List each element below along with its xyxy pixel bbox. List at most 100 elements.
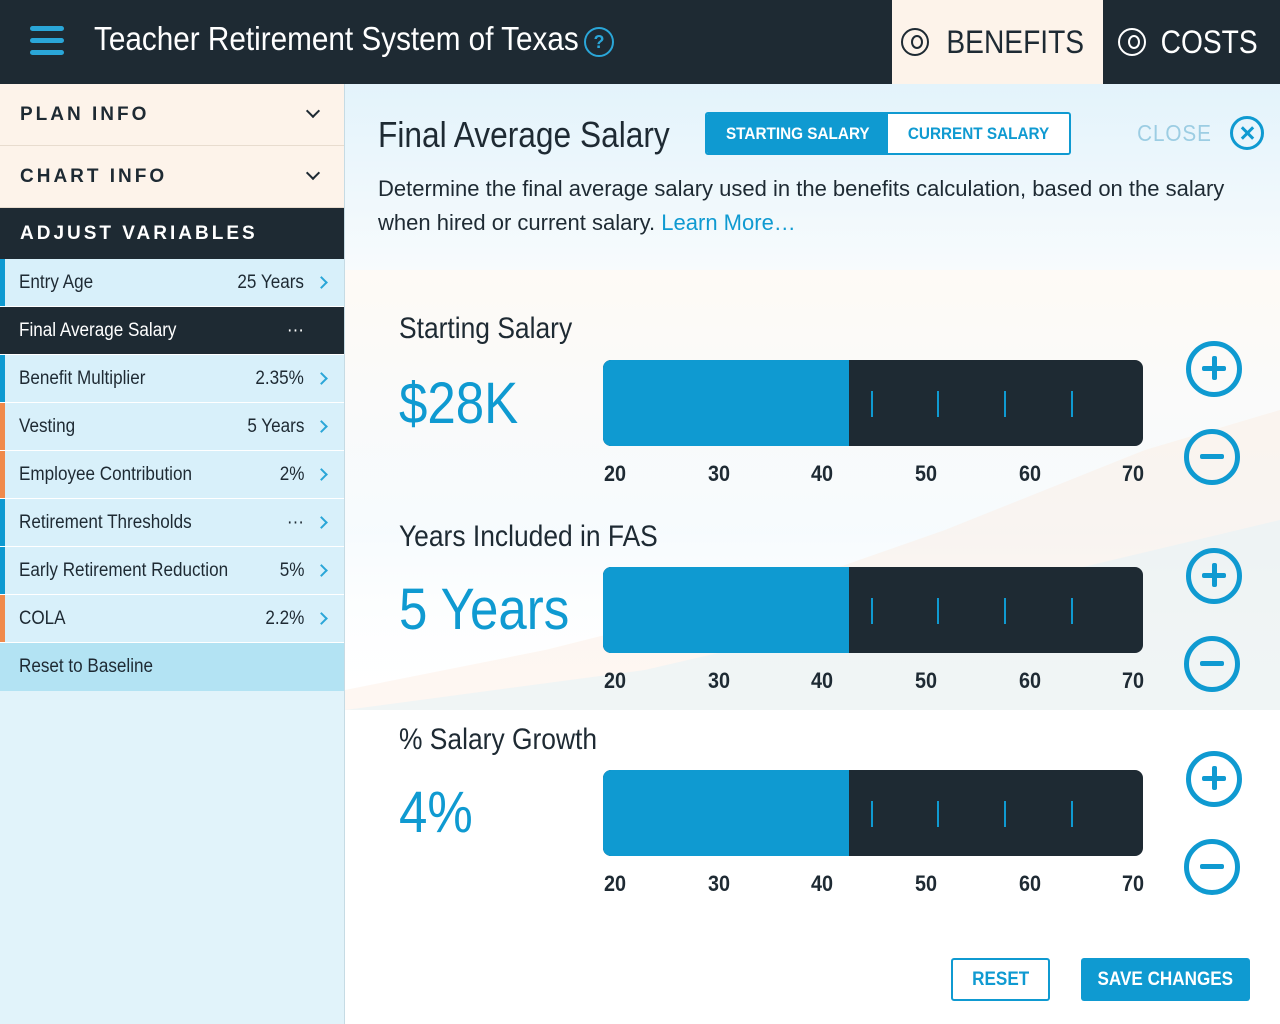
chevron-right-icon bbox=[315, 468, 328, 481]
scale-label: 70 bbox=[1121, 871, 1145, 896]
decrease-starting-salary-button[interactable] bbox=[1184, 429, 1240, 485]
tab-benefits[interactable]: BENEFITS bbox=[892, 0, 1103, 84]
sidebar-item-cola[interactable]: COLA 2.2% bbox=[0, 595, 344, 643]
scale-label: 20 bbox=[603, 461, 627, 486]
sidebar-item-final-average-salary[interactable]: Final Average Salary ··· bbox=[0, 307, 344, 355]
slider-salary-growth-track[interactable] bbox=[603, 770, 1143, 856]
scale-label: 60 bbox=[1018, 461, 1042, 486]
decrease-years-included-button[interactable] bbox=[1184, 636, 1240, 692]
tab-benefits-label: BENEFITS bbox=[946, 23, 1085, 60]
learn-more-link[interactable]: Learn More… bbox=[661, 210, 796, 235]
accent-bar bbox=[0, 355, 5, 402]
accent-bar bbox=[0, 259, 5, 306]
sidebar-item-entry-age[interactable]: Entry Age 25 Years bbox=[0, 259, 344, 307]
sidebar-item-label: Retirement Thresholds bbox=[19, 511, 192, 533]
sidebar-item-label: Benefit Multiplier bbox=[19, 367, 146, 389]
slider-starting-salary-value: $28K bbox=[399, 371, 519, 436]
close-icon bbox=[1229, 116, 1264, 150]
slider-tick bbox=[937, 801, 939, 827]
sidebar-item-early-retirement-reduction[interactable]: Early Retirement Reduction 5% bbox=[0, 547, 344, 595]
accent-bar bbox=[0, 403, 5, 450]
scale-label: 20 bbox=[603, 871, 627, 896]
sidebar-item-label: COLA bbox=[19, 607, 66, 629]
scale-label: 70 bbox=[1121, 668, 1145, 693]
chevron-right-icon bbox=[315, 372, 328, 385]
current-salary-tab[interactable]: CURRENT SALARY bbox=[888, 114, 1069, 153]
slider-years-included-track[interactable] bbox=[603, 567, 1143, 653]
tab-costs-label: COSTS bbox=[1160, 23, 1258, 60]
starting-salary-tab[interactable]: STARTING SALARY bbox=[707, 114, 888, 153]
accordion-plan-info-label: PLAN INFO bbox=[20, 103, 150, 125]
slider-fill bbox=[603, 567, 849, 653]
scale-label: 30 bbox=[707, 668, 731, 693]
accent-bar bbox=[0, 499, 5, 546]
sidebar-item-retirement-thresholds[interactable]: Retirement Thresholds ··· bbox=[0, 499, 344, 547]
scale-label: 60 bbox=[1018, 871, 1042, 896]
slider-scale: 20 30 40 50 60 70 bbox=[603, 871, 1151, 897]
scale-label: 20 bbox=[603, 668, 627, 693]
sidebar-item-label: Vesting bbox=[19, 415, 76, 437]
description-text: Determine the final average salary used … bbox=[378, 176, 1225, 235]
increase-starting-salary-button[interactable] bbox=[1186, 341, 1242, 397]
scale-label: 50 bbox=[914, 668, 938, 693]
increase-salary-growth-button[interactable] bbox=[1186, 751, 1242, 807]
person-icon bbox=[901, 28, 930, 56]
current-salary-label: CURRENT SALARY bbox=[907, 123, 1050, 143]
sidebar-item-value: 5% bbox=[279, 560, 304, 581]
sidebar-item-benefit-multiplier[interactable]: Benefit Multiplier 2.35% bbox=[0, 355, 344, 403]
sidebar-item-label: Early Retirement Reduction bbox=[19, 559, 229, 581]
app-header: Teacher Retirement System of Texas ? BEN… bbox=[0, 0, 1280, 84]
scale-label: 50 bbox=[914, 461, 938, 486]
save-changes-button[interactable]: SAVE CHANGES bbox=[1081, 958, 1250, 1001]
starting-salary-label: STARTING SALARY bbox=[725, 123, 870, 143]
scale-label: 30 bbox=[707, 461, 731, 486]
slider-tick bbox=[1071, 598, 1073, 624]
accordion-chart-info-label: CHART INFO bbox=[20, 165, 168, 187]
accent-bar bbox=[0, 451, 5, 498]
scale-label: 40 bbox=[810, 668, 834, 693]
accent-bar bbox=[0, 547, 5, 594]
accent-bar bbox=[0, 595, 5, 642]
sidebar: PLAN INFO CHART INFO ADJUST VARIABLES En… bbox=[0, 84, 345, 1024]
decrease-salary-growth-button[interactable] bbox=[1184, 839, 1240, 895]
chevron-down-icon bbox=[305, 165, 321, 181]
chevron-right-icon bbox=[315, 420, 328, 433]
sidebar-item-employee-contribution[interactable]: Employee Contribution 2% bbox=[0, 451, 344, 499]
chevron-right-icon bbox=[315, 516, 328, 529]
hamburger-menu-icon[interactable] bbox=[30, 26, 64, 56]
slider-tick bbox=[937, 598, 939, 624]
chevron-down-icon bbox=[305, 103, 321, 119]
sidebar-item-value: ··· bbox=[286, 512, 304, 533]
chevron-right-icon bbox=[315, 612, 328, 625]
save-changes-label: SAVE CHANGES bbox=[1097, 968, 1234, 990]
help-icon[interactable]: ? bbox=[584, 27, 614, 57]
slider-scale: 20 30 40 50 60 70 bbox=[603, 668, 1151, 694]
close-button[interactable]: CLOSE bbox=[1133, 116, 1264, 150]
slider-tick bbox=[937, 391, 939, 417]
scale-label: 50 bbox=[914, 871, 938, 896]
sidebar-item-value: 2.2% bbox=[265, 608, 304, 629]
slider-tick bbox=[1071, 801, 1073, 827]
main-panel: Final Average Salary STARTING SALARY CUR… bbox=[345, 84, 1280, 1024]
tab-costs[interactable]: COSTS bbox=[1103, 0, 1280, 84]
slider-tick bbox=[1004, 801, 1006, 827]
scale-label: 60 bbox=[1018, 668, 1042, 693]
salary-type-toggle: STARTING SALARY CURRENT SALARY bbox=[705, 112, 1071, 155]
accordion-plan-info[interactable]: PLAN INFO bbox=[0, 84, 344, 146]
slider-years-included-value: 5 Years bbox=[399, 577, 570, 642]
reset-to-baseline-button[interactable]: Reset to Baseline bbox=[0, 643, 344, 691]
sidebar-item-value: 25 Years bbox=[237, 272, 304, 293]
slider-starting-salary-track[interactable] bbox=[603, 360, 1143, 446]
accordion-chart-info[interactable]: CHART INFO bbox=[0, 146, 344, 208]
reset-button[interactable]: RESET bbox=[951, 958, 1050, 1001]
sidebar-item-value: 5 Years bbox=[246, 416, 304, 437]
sidebar-item-label: Employee Contribution bbox=[19, 463, 192, 485]
adjust-variables-header: ADJUST VARIABLES bbox=[0, 208, 344, 259]
slider-tick bbox=[1004, 598, 1006, 624]
sidebar-item-vesting[interactable]: Vesting 5 Years bbox=[0, 403, 344, 451]
chevron-right-icon bbox=[315, 564, 328, 577]
slider-tick bbox=[871, 801, 873, 827]
slider-tick bbox=[871, 598, 873, 624]
increase-years-included-button[interactable] bbox=[1186, 548, 1242, 604]
reset-to-baseline-label: Reset to Baseline bbox=[19, 656, 154, 677]
